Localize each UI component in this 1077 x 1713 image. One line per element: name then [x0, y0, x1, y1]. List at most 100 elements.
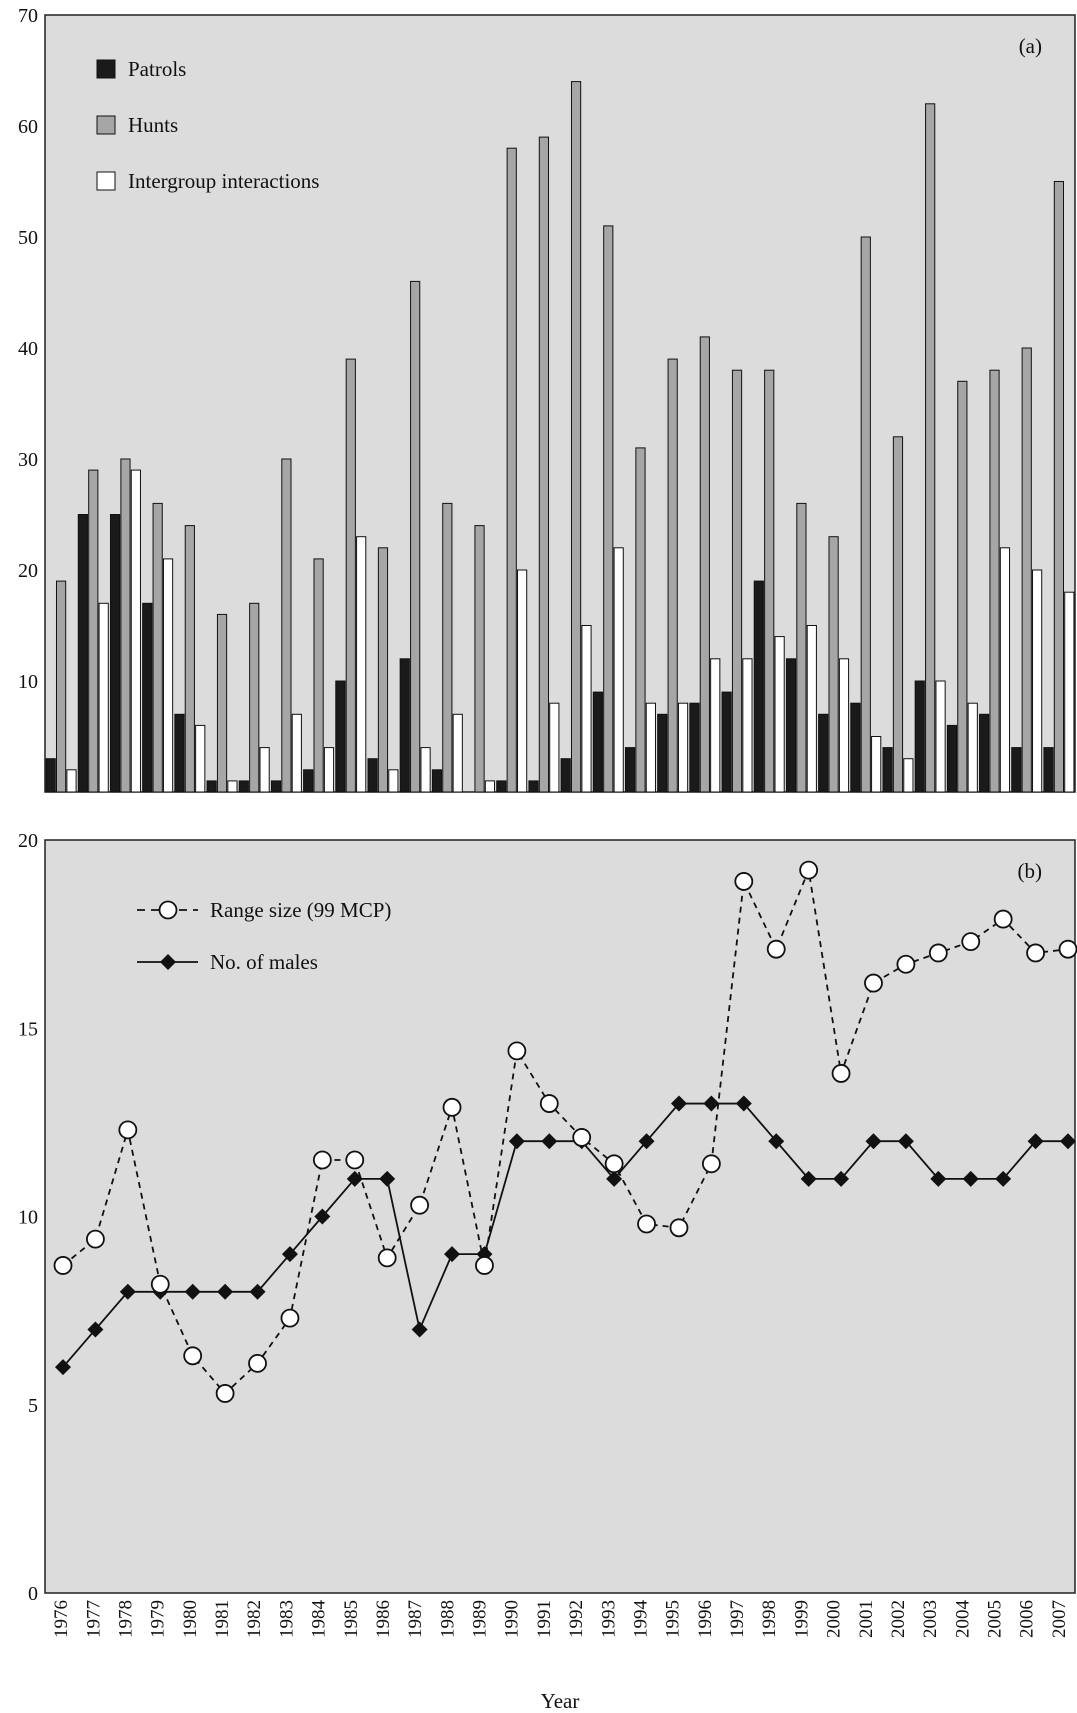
x-tick-label: 2003 [920, 1600, 941, 1638]
y-tick-label: 70 [18, 5, 38, 27]
bar-intergroup-interactions-1999 [806, 625, 817, 793]
bar-intergroup-interactions-1978 [130, 469, 141, 793]
series-line-range-size-99-mcp [62, 866, 1069, 1395]
x-tick-label: 1977 [83, 1600, 104, 1638]
x-tick-label: 1989 [470, 1600, 491, 1638]
bar-patrols-1994 [624, 747, 636, 793]
y-tick-label: 60 [18, 116, 38, 138]
bar-patrols-2006 [1011, 747, 1022, 793]
point-no-of-males-1991 [541, 1133, 558, 1150]
legend-swatch-intergroup-interactions [96, 171, 116, 191]
point-range-size-99-mcp-1977 [86, 1229, 105, 1249]
x-tick-label: 2006 [1017, 1600, 1038, 1638]
point-no-of-males-1998 [768, 1133, 785, 1150]
bar-intergroup-interactions-2001 [871, 736, 882, 793]
bar-patrols-2004 [946, 724, 958, 793]
bar-patrols-1990 [496, 780, 507, 793]
legend-swatch-patrols [96, 59, 116, 79]
bar-hunts-2001 [860, 236, 871, 793]
bar-patrols-1982 [238, 780, 249, 793]
bar-hunts-2007 [1053, 181, 1065, 793]
bar-intergroup-interactions-1995 [677, 702, 689, 793]
bar-hunts-1994 [635, 447, 646, 793]
x-tick-label: 1998 [759, 1600, 780, 1638]
point-range-size-99-mcp-2002 [896, 954, 916, 974]
bar-intergroup-interactions-1977 [98, 602, 109, 793]
point-range-size-99-mcp-1979 [150, 1274, 170, 1294]
bar-patrols-1992 [560, 758, 571, 793]
point-range-size-99-mcp-2006 [1026, 943, 1045, 963]
point-no-of-males-2006 [1027, 1133, 1044, 1150]
point-no-of-males-2007 [1060, 1133, 1076, 1150]
bar-intergroup-interactions-2004 [967, 702, 978, 793]
x-tick-label: 1999 [791, 1600, 812, 1638]
bar-intergroup-interactions-1998 [774, 636, 785, 793]
x-tick-label: 1976 [51, 1600, 72, 1638]
point-no-of-males-1977 [87, 1321, 104, 1338]
panel-a-bars [45, 81, 1075, 793]
bar-patrols-1988 [431, 769, 443, 793]
bar-hunts-1999 [796, 502, 807, 793]
x-tick-label: 1995 [663, 1600, 684, 1638]
bar-intergroup-interactions-2002 [903, 758, 914, 793]
bar-intergroup-interactions-1986 [388, 769, 399, 793]
x-tick-label: 1991 [534, 1600, 555, 1638]
bar-intergroup-interactions-1981 [227, 780, 238, 793]
bar-hunts-1991 [538, 136, 550, 793]
legend-swatch-hunts [96, 115, 116, 135]
bar-hunts-1982 [249, 602, 260, 793]
point-range-size-99-mcp-1980 [183, 1346, 203, 1366]
point-range-size-99-mcp-1993 [604, 1154, 624, 1174]
x-tick-label: 2005 [985, 1600, 1006, 1638]
x-tick-label: 1978 [115, 1600, 136, 1638]
bar-patrols-1995 [657, 713, 668, 793]
x-tick-label: 1980 [180, 1600, 201, 1638]
point-range-size-99-mcp-1990 [507, 1041, 527, 1061]
bar-hunts-1987 [410, 280, 421, 793]
point-range-size-99-mcp-1997 [734, 872, 754, 891]
panel-b-legend: Range size (99 MCP) No. of males [137, 898, 391, 974]
x-tick-label: 1996 [695, 1600, 716, 1638]
point-no-of-males-1999 [800, 1170, 817, 1187]
legend-marker-range-size-99-mcp [158, 900, 178, 920]
bar-intergroup-interactions-1989 [484, 780, 496, 793]
bar-patrols-2005 [979, 713, 990, 793]
bar-hunts-2004 [957, 380, 968, 793]
x-tick-label: 1986 [373, 1600, 394, 1638]
point-range-size-99-mcp-2007 [1058, 939, 1077, 959]
point-range-size-99-mcp-1976 [53, 1256, 73, 1275]
bar-hunts-1993 [603, 225, 614, 793]
point-range-size-99-mcp-2000 [831, 1064, 851, 1083]
bar-intergroup-interactions-1997 [742, 658, 753, 793]
y-tick-label: 10 [18, 1207, 38, 1229]
panel-b-lines [53, 860, 1077, 1403]
bar-patrols-1981 [206, 780, 217, 793]
point-range-size-99-mcp-1982 [248, 1353, 267, 1373]
x-tick-label: 1984 [309, 1600, 330, 1639]
panel-b-plot-area [44, 839, 1076, 1594]
bar-intergroup-interactions-1990 [517, 569, 528, 793]
panel-a-label: (a) [1019, 34, 1042, 58]
bar-patrols-1985 [335, 680, 346, 793]
point-range-size-99-mcp-1981 [215, 1384, 235, 1403]
point-no-of-males-1980 [184, 1283, 201, 1300]
point-no-of-males-1996 [703, 1095, 720, 1112]
point-range-size-99-mcp-1986 [377, 1248, 397, 1268]
bar-patrols-1978 [109, 514, 121, 793]
point-range-size-99-mcp-1996 [701, 1154, 721, 1174]
bar-hunts-1997 [731, 369, 743, 793]
point-no-of-males-2004 [962, 1170, 979, 1187]
x-axis-label: Year [541, 1689, 580, 1713]
point-range-size-99-mcp-1991 [539, 1094, 559, 1113]
bar-hunts-1995 [667, 358, 678, 793]
x-tick-label: 1992 [566, 1600, 587, 1638]
panel-a-plot-area [44, 14, 1076, 793]
bar-intergroup-interactions-1992 [581, 625, 592, 793]
bar-hunts-2006 [1021, 347, 1032, 793]
point-no-of-males-1993 [606, 1170, 623, 1187]
point-no-of-males-1997 [735, 1095, 752, 1112]
y-tick-label: 5 [28, 1395, 38, 1417]
point-range-size-99-mcp-1984 [312, 1150, 332, 1170]
y-tick-label: 0 [28, 1583, 38, 1605]
x-tick-label: 2002 [888, 1600, 909, 1638]
